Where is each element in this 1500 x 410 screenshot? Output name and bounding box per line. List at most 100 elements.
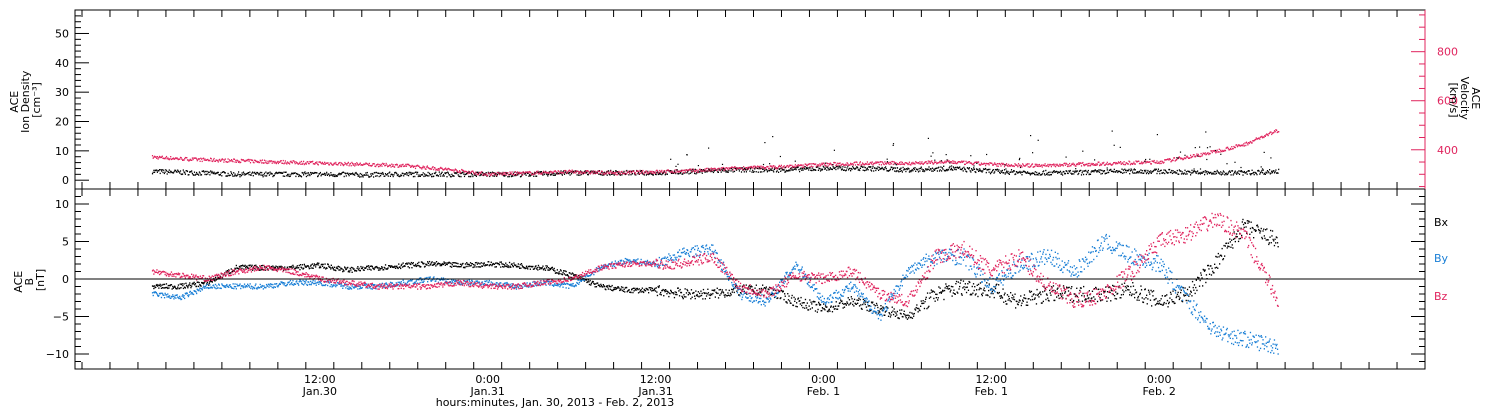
density-point (296, 173, 298, 175)
field-point-bx (1114, 297, 1116, 300)
field-point-bx (889, 316, 892, 318)
velocity-point (1143, 162, 1145, 164)
density-point (698, 171, 701, 173)
field-point-bx (961, 294, 963, 296)
field-point-bx (557, 272, 559, 274)
velocity-point (575, 170, 577, 172)
velocity-point (775, 167, 778, 169)
density-point (652, 174, 654, 176)
field-point-bx (801, 302, 803, 304)
velocity-point (545, 171, 547, 174)
density-point (772, 169, 774, 172)
density-point (947, 168, 949, 171)
field-point-bx (827, 310, 829, 313)
field-point-bx (908, 317, 910, 319)
velocity-point (1113, 162, 1115, 164)
density-point (344, 172, 346, 174)
velocity-point (225, 161, 227, 163)
velocity-point (642, 169, 644, 172)
field-point-bx (1091, 297, 1093, 299)
field-point-bx (316, 263, 318, 265)
density-point (1034, 171, 1036, 173)
velocity-point (1245, 144, 1247, 147)
velocity-point (1076, 163, 1078, 165)
density-spike (1226, 163, 1228, 165)
density-point (623, 170, 625, 173)
velocity-point (764, 167, 766, 169)
velocity-point (703, 170, 705, 172)
density-point (1138, 171, 1140, 173)
velocity-point (923, 162, 925, 164)
field-point-bx (430, 264, 432, 266)
field-point-bx (1049, 292, 1051, 294)
velocity-point (867, 163, 869, 166)
field-point-bx (965, 286, 967, 289)
velocity-point (988, 164, 990, 166)
density-point (892, 167, 894, 169)
field-point-bx (1149, 299, 1152, 301)
field-point-bx (389, 266, 392, 268)
density-point (383, 175, 385, 177)
velocity-point (912, 161, 914, 164)
density-point (339, 173, 341, 176)
velocity-point (1272, 132, 1274, 134)
field-point-bx (845, 304, 847, 306)
field-point-bx (563, 273, 565, 275)
field-point-bx (1156, 302, 1158, 304)
density-point (403, 175, 405, 177)
velocity-point (654, 171, 656, 173)
velocity-point (239, 161, 241, 164)
velocity-point (1115, 163, 1117, 165)
velocity-point (703, 170, 705, 172)
density-point (402, 172, 404, 175)
velocity-point (475, 171, 477, 173)
field-point-bx (800, 296, 802, 299)
velocity-point (596, 171, 598, 173)
field-point-bx (1044, 290, 1046, 292)
velocity-point (737, 167, 739, 169)
velocity-point (652, 172, 654, 174)
density-point (209, 174, 211, 176)
density-point (342, 171, 344, 174)
field-point-bx (959, 285, 961, 288)
density-spike (1270, 157, 1272, 159)
field-point-bx (211, 281, 213, 283)
velocity-point (891, 160, 893, 163)
field-point-bx (793, 296, 795, 299)
field-point-bx (504, 265, 506, 267)
density-point (1122, 169, 1124, 171)
velocity-point (1127, 163, 1129, 165)
velocity-point (583, 171, 585, 173)
field-point-bx (1047, 297, 1049, 299)
density-point (759, 171, 761, 173)
velocity-point (1221, 150, 1223, 153)
density-point (811, 167, 813, 169)
field-point-bx (503, 266, 505, 268)
density-point (917, 171, 920, 173)
density-point (1053, 170, 1055, 172)
field-point-bx (865, 306, 868, 308)
velocity-point (857, 163, 859, 166)
velocity-point (194, 157, 196, 159)
velocity-point (768, 167, 771, 170)
density-spike (1206, 147, 1209, 149)
density-point (741, 167, 743, 169)
field-point-bx (1062, 285, 1065, 287)
field-point-bx (610, 289, 613, 291)
velocity-point (501, 174, 503, 176)
density-point (792, 169, 794, 171)
velocity-point (377, 163, 379, 165)
field-point-bx (666, 293, 668, 295)
velocity-point (1061, 164, 1063, 166)
density-point (996, 168, 999, 170)
density-point (1065, 170, 1067, 172)
density-point (1164, 169, 1166, 171)
field-point-bx (931, 290, 934, 292)
field-point-bx (274, 267, 276, 270)
field-point-bx (573, 274, 575, 276)
velocity-point (752, 165, 754, 168)
field-point-bx (588, 283, 591, 286)
velocity-point (910, 164, 912, 166)
density-point (527, 172, 529, 175)
field-point-bx (185, 284, 188, 287)
